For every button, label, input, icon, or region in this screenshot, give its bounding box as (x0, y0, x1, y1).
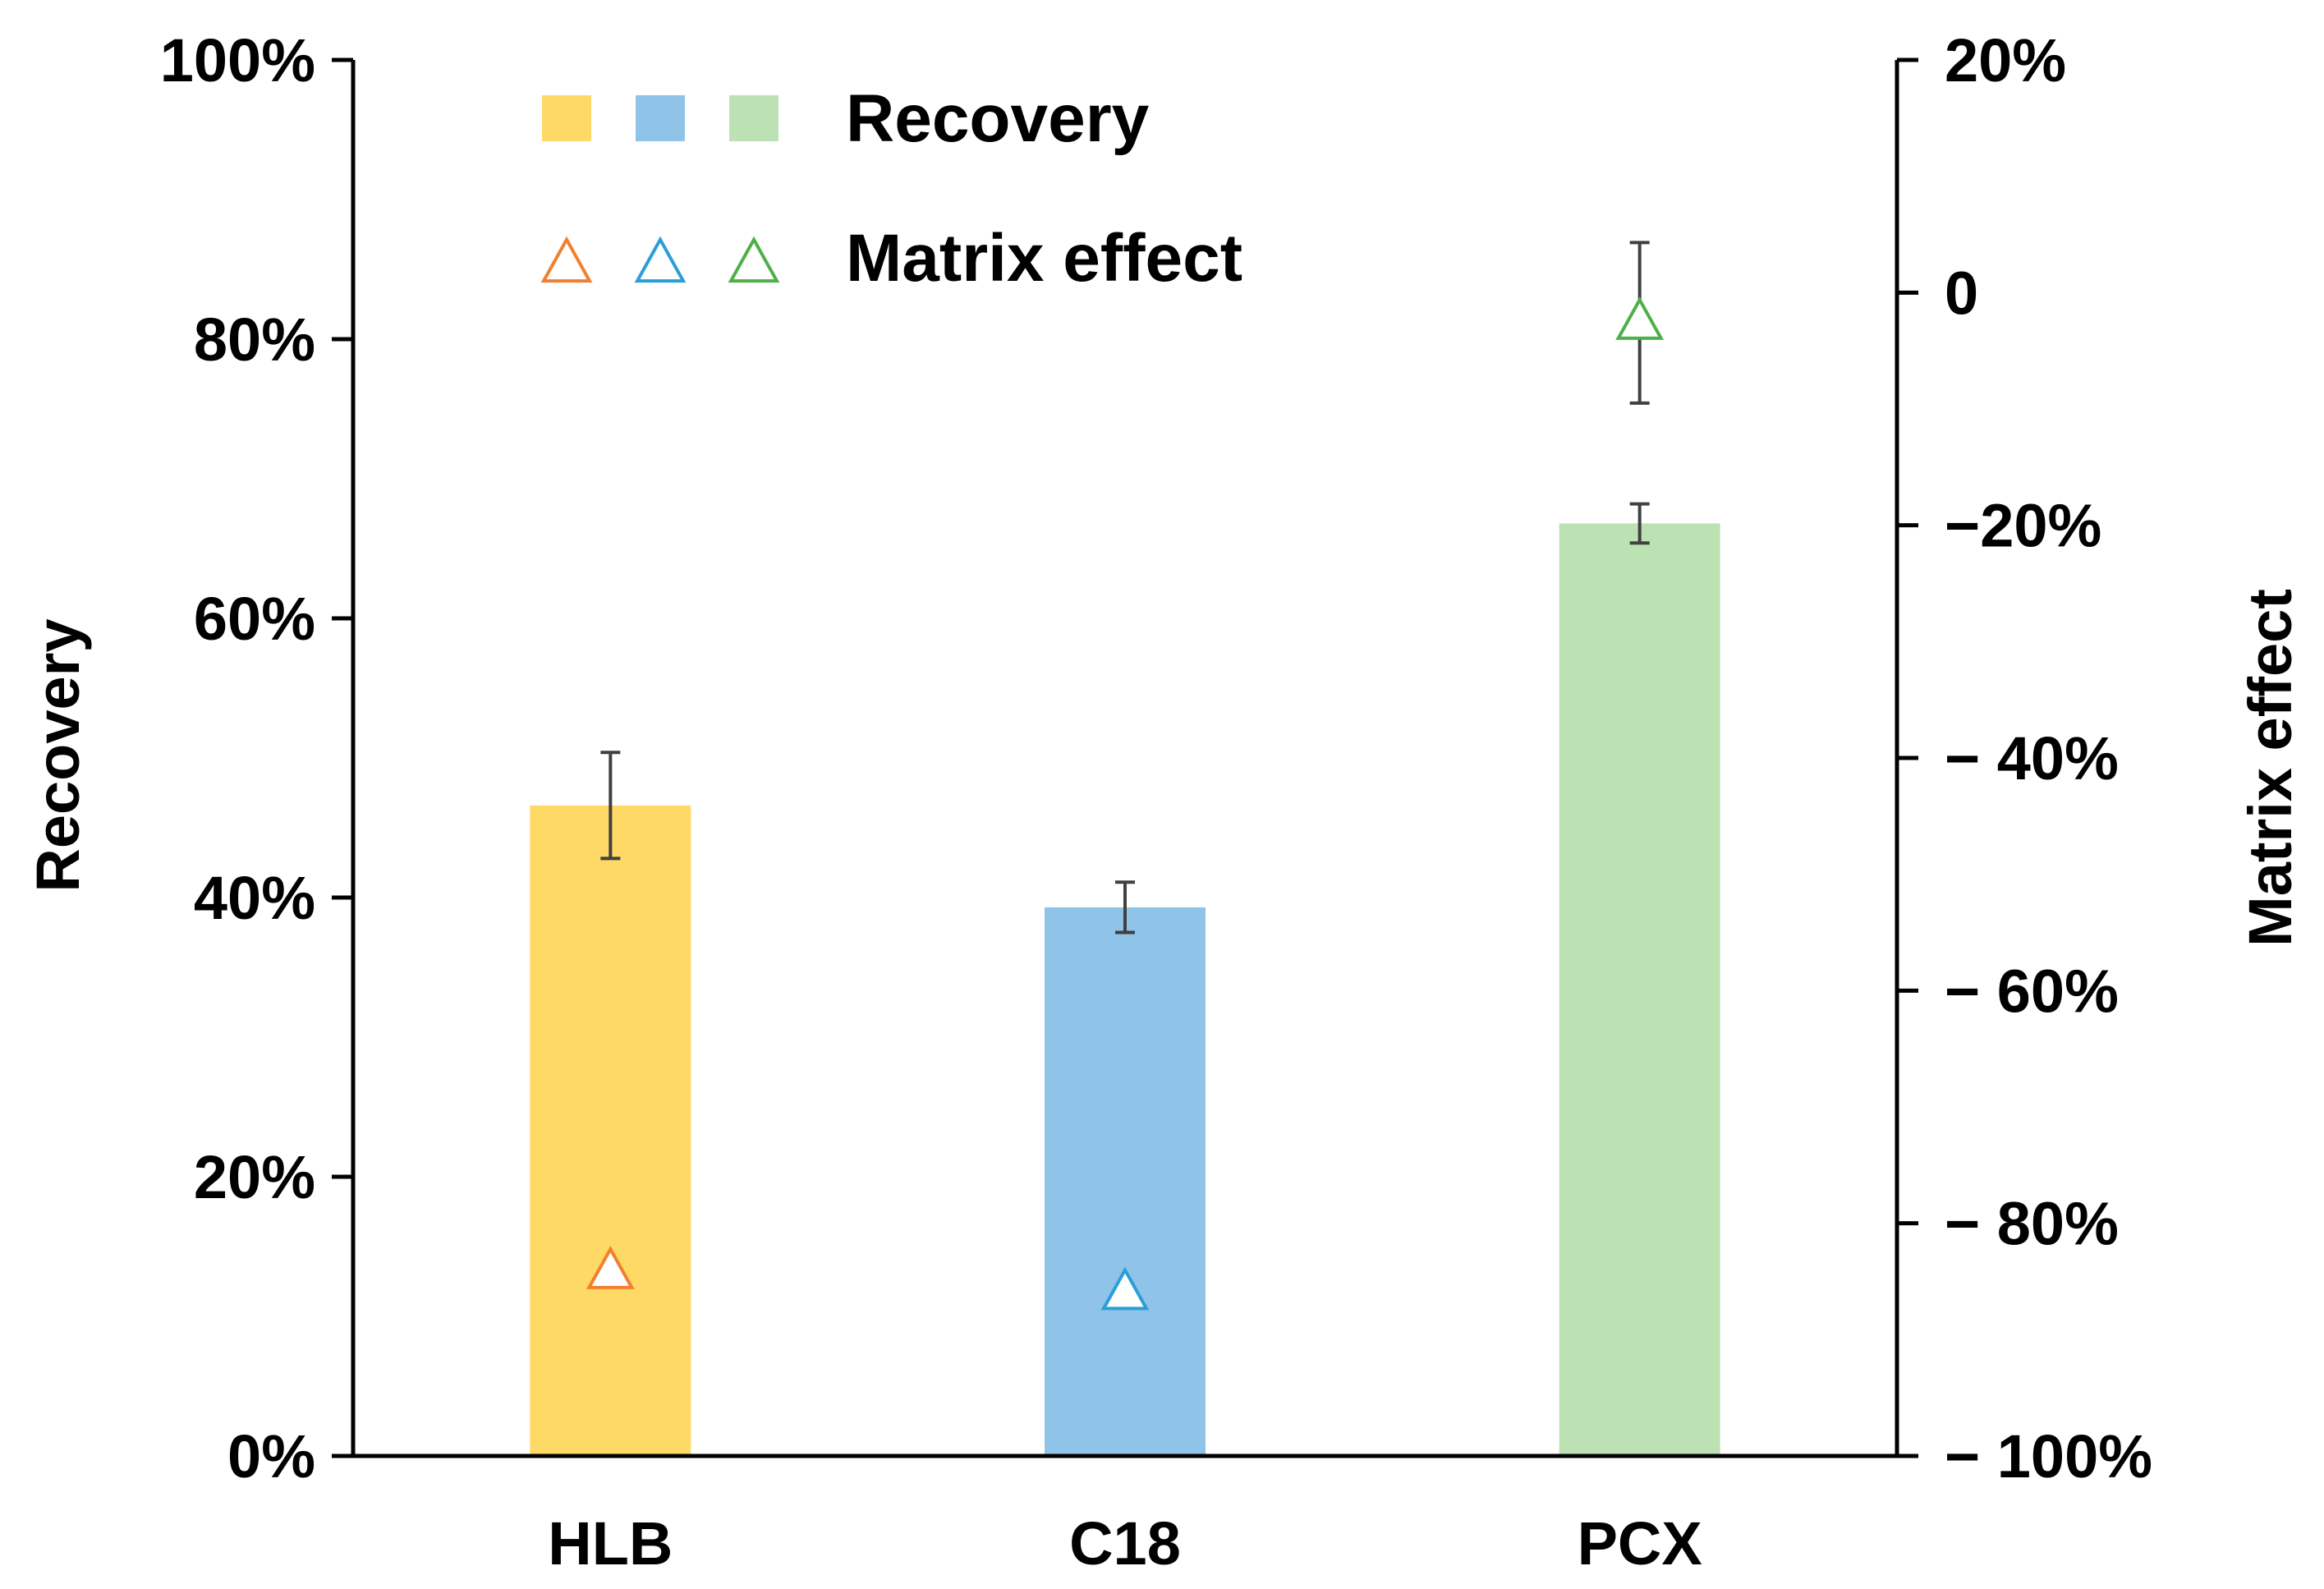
left-tick-label: 40% (194, 864, 315, 932)
marker-pcx (1615, 296, 1665, 340)
left-axis-ticks: 0% 20% 40% 60% 80% 100% (160, 26, 353, 1490)
legend-marker (728, 236, 780, 283)
left-tick-label: 20% (194, 1143, 315, 1211)
category-labels: HLB C18 PCX (548, 1509, 1702, 1578)
right-tick-label: 0 (1945, 259, 1978, 327)
marker-hlb (586, 1245, 635, 1289)
legend-label-recovery: Recovery (846, 81, 1150, 156)
left-tick-label: 100% (160, 26, 315, 94)
left-axis-title: Recovery (24, 618, 92, 892)
right-tick-label: −20% (1945, 492, 2101, 560)
legend-marker (634, 236, 687, 283)
category-label: PCX (1578, 1509, 1702, 1578)
legend-label-matrix-effect: Matrix effect (846, 221, 1242, 296)
right-tick-label: − 40% (1945, 724, 2119, 792)
bar-c18 (1045, 907, 1206, 1456)
recovery-error-bars (600, 502, 1650, 935)
right-axis-title: Matrix effect (2236, 589, 2304, 947)
recovery-bars (530, 523, 1720, 1456)
legend-swatch (636, 95, 685, 141)
right-tick-label: − 80% (1945, 1190, 2119, 1258)
right-tick-label: − 100% (1945, 1422, 2152, 1490)
legend: Recovery Matrix effect (540, 81, 1242, 296)
left-tick-label: 0% (227, 1422, 315, 1490)
legend-swatch (542, 95, 591, 141)
left-tick-label: 60% (194, 585, 315, 653)
legend-marker (540, 236, 593, 283)
marker-c18 (1100, 1266, 1150, 1311)
bar-hlb (530, 805, 691, 1456)
matrix-effect-markers (586, 296, 1665, 1311)
legend-swatch (729, 95, 778, 141)
left-tick-label: 80% (194, 305, 315, 374)
bar-pcx (1559, 523, 1720, 1456)
right-tick-label: − 60% (1945, 957, 2119, 1025)
right-tick-label: 20% (1945, 26, 2066, 94)
category-label: HLB (548, 1509, 673, 1578)
category-label: C18 (1069, 1509, 1181, 1578)
right-axis-ticks: 20% 0 −20% − 40% − 60% − 80% − 100% (1897, 26, 2152, 1490)
